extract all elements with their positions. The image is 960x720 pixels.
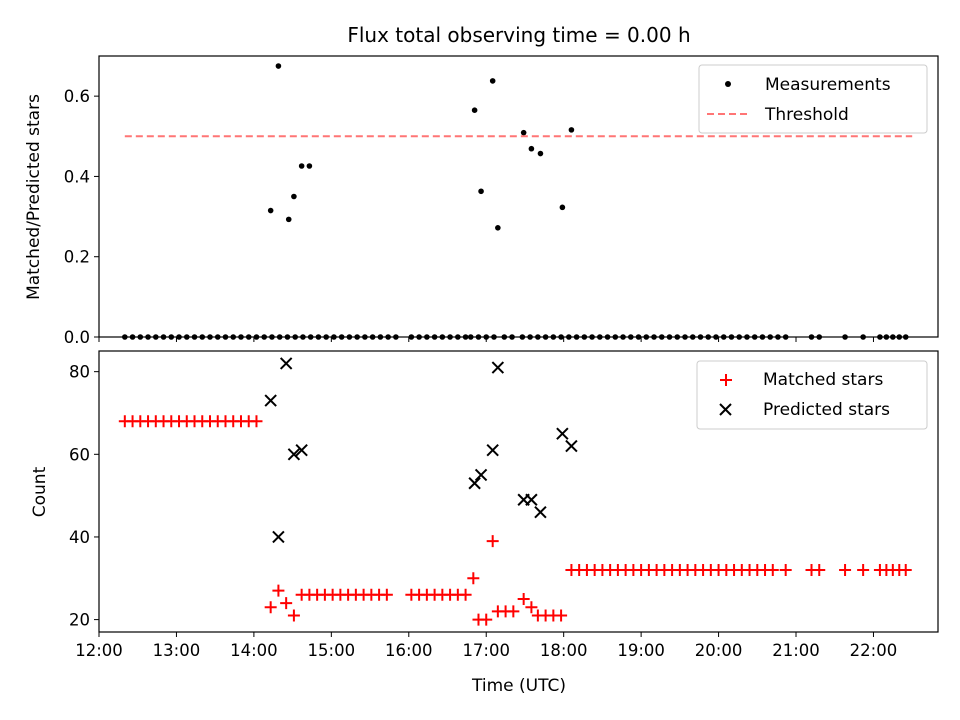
bottom-y-tick-label: 40: [69, 528, 90, 547]
matched-stars-point: [766, 564, 779, 577]
bottom-x-ticks: 12:00 13:00 14:00 15:00 16:00 17:00 18:00 19:00…: [75, 632, 897, 660]
matched-stars-point: [380, 588, 393, 601]
matched-stars-point: [287, 609, 300, 622]
predicted-stars-point: [534, 505, 547, 519]
x-tick-label: 18:00: [540, 641, 588, 660]
predicted-stars-point: [287, 448, 301, 461]
matched-stars-point: [555, 609, 568, 622]
bottom-y-axis-label: Count: [30, 466, 50, 517]
bottom-y-ticks: 20 40 60 80: [69, 363, 99, 630]
legend-label-predicted-stars: Predicted stars: [763, 400, 890, 420]
x-tick-label: 21:00: [772, 641, 820, 660]
x-tick-label: 17:00: [462, 641, 510, 660]
matched-stars-point: [839, 564, 852, 577]
predicted-stars-point: [272, 530, 285, 544]
matched-stars-point: [486, 535, 499, 548]
x-tick-label: 22:00: [850, 641, 898, 660]
predicted-stars-point: [264, 394, 277, 407]
top-y-tick-label: 0.4: [64, 167, 90, 186]
bottom-legend: Matched stars Predicted stars: [696, 360, 928, 430]
predicted-stars-point: [486, 443, 499, 457]
matched-stars-point: [280, 597, 293, 610]
top-axes: 0.0 0.2 0.4 0.6 Matched/Predicted stars Mea…: [24, 55, 939, 347]
bottom-plot-area: [118, 357, 912, 626]
predicted-stars-point: [468, 477, 481, 490]
predicted-stars-point: [556, 427, 569, 440]
bottom-axes-frame: [98, 350, 939, 633]
measurements-point: [537, 150, 544, 157]
bottom-legend-box: [696, 360, 928, 430]
predicted-stars-point: [279, 357, 293, 370]
predicted-stars-point: [474, 468, 488, 482]
x-axis-label: Time (UTC): [471, 676, 566, 696]
measurements-point: [489, 78, 496, 84]
legend-label-threshold: Threshold: [764, 105, 849, 125]
matched-stars-point: [779, 564, 792, 577]
x-tick-label: 13:00: [153, 641, 201, 660]
matched-stars-point: [857, 564, 870, 577]
matched-stars-point: [899, 564, 912, 577]
matched-stars-point: [517, 592, 530, 605]
measurements-point: [267, 207, 274, 214]
measurements-point: [528, 145, 535, 152]
x-tick-label: 20:00: [695, 641, 743, 660]
x-tick-label: 15:00: [308, 641, 356, 660]
matched-stars-point: [272, 584, 285, 597]
bottom-y-tick-label: 60: [69, 445, 90, 464]
top-y-tick-label: 0.0: [64, 328, 90, 347]
predicted-stars-point: [491, 361, 505, 374]
bottom-y-tick-label: 20: [69, 611, 90, 630]
measurements-point: [559, 204, 566, 211]
legend-label-matched-stars: Matched stars: [763, 370, 883, 390]
top-legend: Measurements Threshold: [698, 64, 928, 134]
predicted-stars-point: [525, 493, 538, 506]
measurements-point: [306, 163, 313, 169]
measurements-point: [520, 129, 527, 136]
measurements-point: [291, 193, 297, 200]
legend-marker-matched-stars: [720, 374, 732, 386]
matched-stars-point: [525, 601, 538, 614]
top-x-ticks: [98, 337, 874, 342]
x-tick-label: 14:00: [230, 641, 278, 660]
chart-title: Flux total observing time = 0.00 h: [347, 23, 690, 47]
matched-stars-point: [264, 601, 277, 614]
measurements-point: [478, 188, 484, 195]
legend-marker-predicted-stars: [719, 403, 732, 416]
x-tick-label: 19:00: [617, 641, 665, 660]
matched-stars-point: [507, 605, 520, 618]
top-legend-box: [698, 64, 928, 134]
measurements-point: [471, 107, 478, 113]
bottom-y-tick-label: 80: [69, 363, 90, 382]
x-tick-label: 16:00: [385, 641, 433, 660]
legend-label-measurements: Measurements: [765, 75, 891, 95]
matched-stars-point: [467, 572, 480, 585]
x-tick-label: 12:00: [75, 641, 123, 660]
predicted-stars-point: [565, 439, 578, 453]
legend-marker-measurements: [725, 81, 731, 87]
top-y-tick-label: 0.6: [64, 87, 90, 106]
matched-stars-point: [480, 613, 493, 626]
measurements-point: [285, 216, 292, 223]
matched-stars-point: [459, 588, 472, 601]
matched-stars-point: [813, 564, 826, 577]
measurements-point: [298, 163, 305, 169]
top-axes-frame: [98, 55, 939, 338]
matched-stars-point: [250, 415, 263, 428]
measurements-point: [568, 127, 575, 133]
top-y-tick-label: 0.2: [64, 248, 90, 267]
predicted-stars-point: [295, 443, 308, 457]
top-y-axis-label: Matched/Predicted stars: [24, 94, 44, 300]
measurements-point: [275, 63, 282, 69]
measurements-point: [495, 225, 501, 231]
top-y-ticks: 0.0 0.2 0.4 0.6: [64, 87, 99, 347]
